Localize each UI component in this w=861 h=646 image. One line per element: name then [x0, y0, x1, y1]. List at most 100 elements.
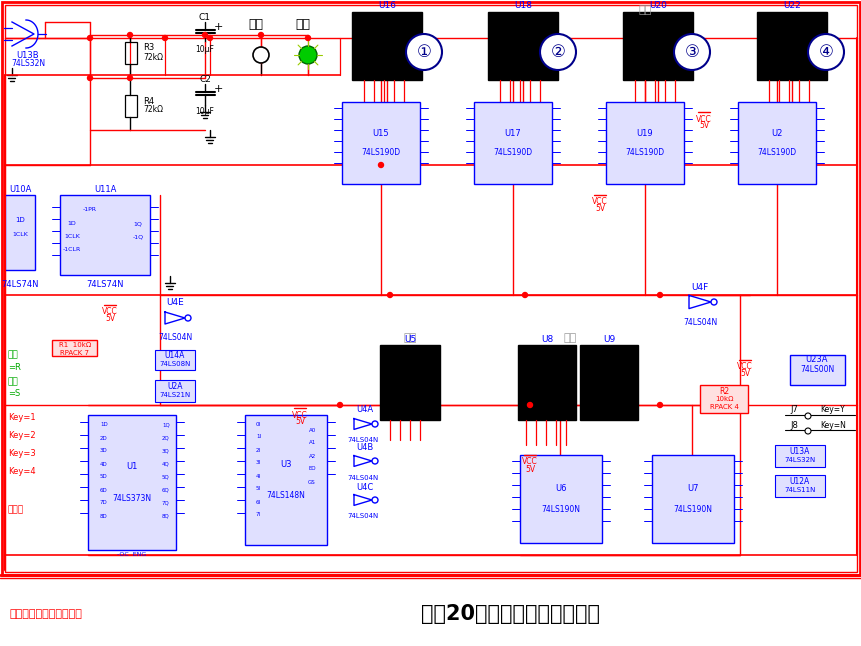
Text: U5: U5	[404, 335, 416, 344]
Text: -1Q: -1Q	[133, 234, 144, 240]
Text: U13B: U13B	[16, 50, 40, 59]
Bar	[605, 102, 684, 184]
Text: U8: U8	[540, 335, 553, 344]
Text: 74LS148N: 74LS148N	[266, 491, 305, 500]
Circle shape	[338, 402, 342, 408]
Bar	[737, 102, 815, 184]
Text: =S: =S	[8, 390, 20, 399]
Circle shape	[539, 34, 575, 70]
Text: 5V: 5V	[698, 121, 709, 130]
Circle shape	[372, 421, 378, 427]
Bar	[351, 12, 422, 80]
Text: GS: GS	[308, 479, 316, 484]
Text: 74LS190D: 74LS190D	[625, 149, 664, 158]
Text: 74LS74N: 74LS74N	[1, 280, 39, 289]
Bar	[756, 12, 826, 80]
Bar	[699, 385, 747, 413]
Text: U15: U15	[372, 129, 389, 138]
Text: 74LS04N: 74LS04N	[347, 513, 378, 519]
Circle shape	[258, 32, 263, 37]
Text: 1Q: 1Q	[133, 222, 142, 227]
Circle shape	[88, 36, 92, 41]
Text: 抢答键: 抢答键	[8, 506, 24, 514]
Text: Key=2: Key=2	[8, 432, 35, 441]
Text: U4E: U4E	[166, 298, 183, 307]
Text: 抢答键请使用鼠标点击！: 抢答键请使用鼠标点击！	[10, 609, 83, 619]
Bar	[474, 102, 551, 184]
Text: 10kΩ: 10kΩ	[714, 396, 733, 402]
Circle shape	[406, 34, 442, 70]
Bar	[623, 12, 692, 80]
Circle shape	[372, 458, 378, 464]
Text: 72kΩ: 72kΩ	[143, 105, 163, 114]
Text: 1D: 1D	[100, 422, 108, 428]
Text: 3D: 3D	[100, 448, 108, 453]
Circle shape	[305, 36, 310, 41]
Circle shape	[185, 315, 191, 321]
Text: 74LS32N: 74LS32N	[784, 457, 815, 463]
Bar	[125, 42, 137, 64]
Text: U17: U17	[504, 129, 521, 138]
Text: U14A: U14A	[164, 351, 185, 360]
Circle shape	[657, 293, 662, 298]
Text: =R: =R	[8, 364, 21, 373]
Text: 74LS21N: 74LS21N	[159, 392, 190, 398]
Text: +: +	[213, 84, 222, 94]
Text: R2: R2	[718, 388, 728, 397]
Text: VCC: VCC	[292, 410, 307, 419]
Bar	[774, 475, 824, 497]
Text: 5V: 5V	[105, 315, 115, 324]
Text: 1Q: 1Q	[162, 422, 170, 428]
Text: ④: ④	[818, 43, 833, 61]
Text: U7: U7	[686, 484, 698, 493]
Text: 74LS04N: 74LS04N	[682, 318, 716, 328]
Circle shape	[127, 76, 133, 81]
Circle shape	[387, 293, 392, 298]
Bar	[519, 455, 601, 543]
Bar	[5, 195, 35, 270]
Text: 5D: 5D	[100, 475, 108, 479]
Text: R4: R4	[143, 96, 154, 105]
Text: 结束: 结束	[295, 19, 310, 32]
Text: J8: J8	[789, 421, 797, 430]
Circle shape	[88, 76, 92, 81]
Text: U4A: U4A	[356, 406, 373, 415]
Text: 4I: 4I	[256, 474, 261, 479]
Circle shape	[202, 32, 208, 37]
Text: 6D: 6D	[100, 488, 108, 492]
Text: 74LS190D: 74LS190D	[492, 149, 532, 158]
Text: U13A: U13A	[789, 448, 809, 457]
Bar	[651, 455, 734, 543]
Text: U2: U2	[771, 129, 782, 138]
Text: 5Q: 5Q	[162, 475, 170, 479]
Text: U4C: U4C	[356, 483, 373, 492]
Text: 74LS11N: 74LS11N	[784, 487, 815, 493]
Bar	[380, 345, 439, 420]
Text: 74LS00N: 74LS00N	[799, 366, 833, 375]
Text: 开始: 开始	[8, 377, 19, 386]
Text: 2I: 2I	[256, 448, 261, 452]
Text: -OC  ENG: -OC ENG	[117, 552, 146, 557]
Text: U20: U20	[648, 1, 666, 10]
Text: 3Q: 3Q	[162, 448, 170, 453]
Text: 5V: 5V	[294, 417, 305, 426]
Text: -1PR: -1PR	[83, 207, 97, 213]
Text: 74LS373N: 74LS373N	[112, 494, 152, 503]
Bar	[579, 345, 637, 420]
Text: 1D: 1D	[67, 222, 77, 227]
Text: A2: A2	[308, 453, 316, 459]
Bar	[735, 360, 765, 374]
Bar	[517, 345, 575, 420]
Text: C1: C1	[199, 14, 211, 23]
Text: Key=4: Key=4	[8, 468, 35, 477]
Text: 2Q: 2Q	[162, 435, 170, 441]
Text: 72kΩ: 72kΩ	[143, 52, 163, 61]
Text: 5V: 5V	[524, 464, 535, 474]
Bar	[342, 102, 419, 184]
Bar	[487, 12, 557, 80]
Text: 1CLK: 1CLK	[12, 233, 28, 238]
Circle shape	[522, 293, 527, 298]
Circle shape	[804, 428, 810, 434]
Circle shape	[127, 32, 133, 37]
Text: VCC: VCC	[592, 198, 607, 207]
